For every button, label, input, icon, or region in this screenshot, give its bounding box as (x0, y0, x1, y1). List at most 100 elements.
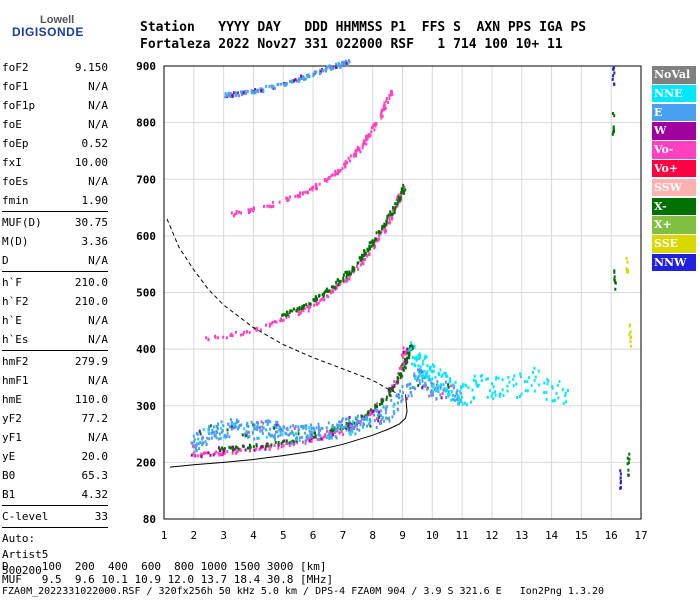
echo-point (385, 395, 388, 399)
echo-point (372, 123, 375, 127)
echo-point (553, 398, 556, 402)
echo-point (308, 437, 311, 440)
echo-point (423, 376, 426, 380)
echo-point (310, 438, 313, 441)
echo-point (275, 423, 278, 427)
echo-point (345, 161, 348, 165)
edge-echo-point (628, 332, 631, 336)
echo-point (320, 426, 323, 430)
echo-point (307, 73, 310, 77)
echo-point (464, 401, 466, 405)
edge-echo-point (625, 256, 628, 260)
echo-point (494, 390, 496, 394)
echo-point (467, 386, 470, 390)
echo-point (190, 453, 193, 457)
echo-point (341, 419, 344, 423)
echo-point (379, 413, 381, 417)
echo-point (561, 388, 564, 392)
echo-point (330, 285, 333, 289)
echo-point (474, 379, 477, 383)
echo-point (296, 194, 299, 197)
echo-point (434, 375, 437, 379)
param-row-d: D N/A (2, 251, 108, 270)
echo-point (235, 450, 238, 454)
echo-point (277, 434, 280, 438)
echo-point (301, 435, 304, 439)
echo-point (557, 396, 560, 400)
echo-point (219, 453, 222, 457)
echo-point (452, 383, 454, 387)
param-row-hes: h`Es N/A (2, 330, 108, 349)
echo-point (332, 428, 335, 432)
echo-point (366, 418, 369, 422)
echo-point (265, 84, 268, 88)
echo-point (401, 189, 403, 193)
param-name: D (2, 254, 9, 267)
echo-point (234, 445, 237, 449)
echo-point (228, 435, 231, 439)
echo-point (295, 437, 298, 441)
echo-point (424, 354, 427, 358)
echo-point (435, 397, 438, 401)
echo-point (406, 384, 409, 388)
profile-curve (169, 394, 408, 468)
echo-point (216, 427, 219, 431)
echo-point (399, 389, 401, 393)
echo-point (393, 412, 396, 416)
echo-point (277, 441, 280, 444)
edge-echo-point (619, 486, 622, 490)
edge-echo-point (629, 330, 632, 334)
echo-point (359, 422, 362, 426)
param-row-ye: yE 20.0 (2, 447, 108, 466)
echo-point (422, 359, 425, 363)
echo-point (443, 371, 446, 375)
echo-point (413, 372, 416, 376)
echo-point (325, 426, 328, 430)
echo-point (219, 436, 222, 440)
echo-point (231, 334, 234, 337)
echo-point (308, 306, 311, 310)
echo-point (397, 199, 400, 202)
echo-point (370, 244, 373, 248)
echo-point (218, 447, 221, 451)
echo-point (405, 352, 407, 356)
echo-point (223, 447, 226, 451)
param-name: fxI (2, 156, 22, 169)
echo-point (564, 394, 567, 397)
echo-point (388, 218, 391, 222)
echo-point (294, 78, 297, 82)
echo-point (296, 441, 299, 445)
echo-point (225, 435, 228, 438)
echo-point (199, 432, 202, 436)
echo-point (402, 346, 405, 350)
echo-point (276, 421, 279, 424)
echo-point (315, 187, 318, 191)
echo-point (300, 77, 303, 80)
echo-point (338, 170, 341, 174)
echo-point (533, 389, 536, 393)
polarization-legend: NoVal NNE E W Vo- Vo+ SSW X- X+ SSE NNW (652, 66, 696, 273)
echo-point (319, 298, 322, 302)
echo-point (442, 383, 445, 387)
param-name: foE (2, 118, 22, 131)
echo-point (355, 152, 358, 156)
echo-point (457, 399, 460, 403)
echo-point (335, 436, 338, 440)
param-name: yE (2, 450, 16, 463)
echo-point (238, 210, 240, 214)
echo-point (314, 431, 316, 435)
echo-point (428, 394, 431, 398)
edge-echo-point (619, 481, 622, 485)
echo-point (419, 356, 422, 360)
echo-point (277, 446, 280, 450)
echo-point (277, 423, 280, 427)
echo-point (327, 176, 330, 180)
echo-point (317, 422, 320, 426)
echo-point (396, 377, 399, 380)
echo-point (391, 217, 394, 221)
echo-point (370, 130, 373, 134)
echo-point (446, 386, 449, 390)
echo-point (386, 417, 389, 421)
echo-point (283, 82, 286, 86)
echo-point (270, 322, 273, 326)
